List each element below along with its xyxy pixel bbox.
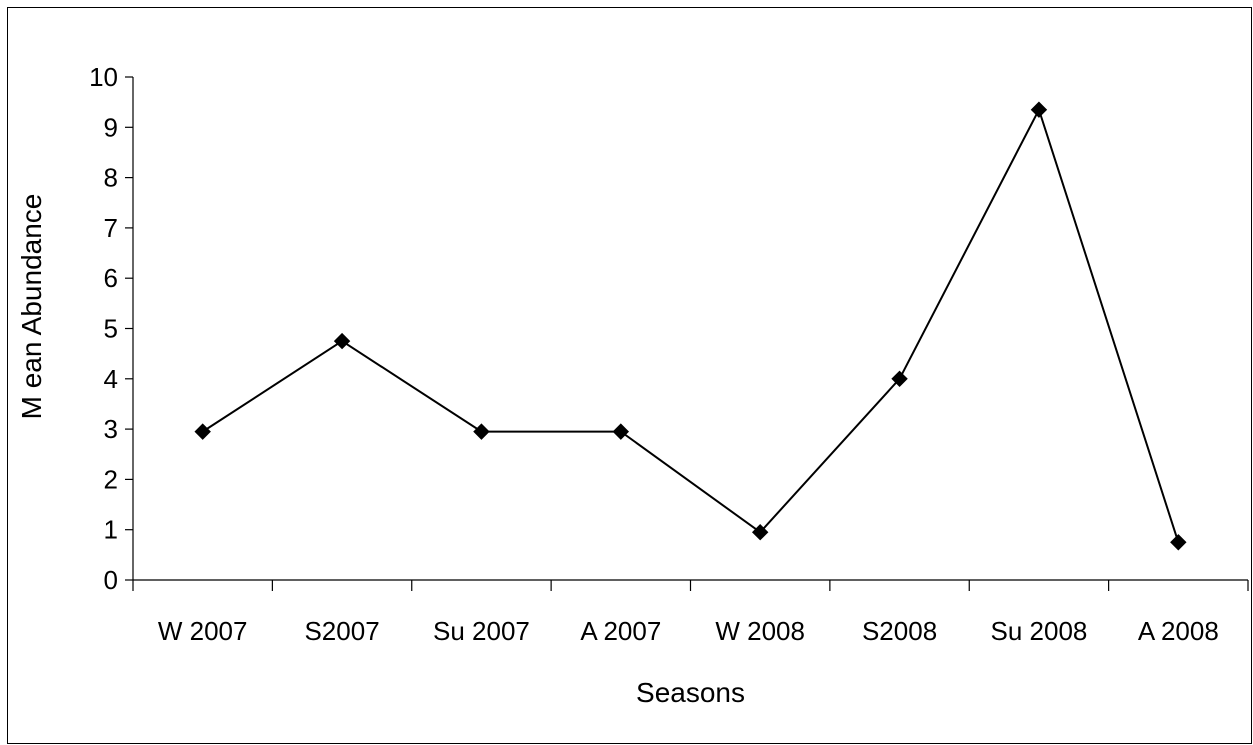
y-tick-label: 8 — [104, 163, 118, 193]
y-tick-label: 5 — [104, 314, 118, 344]
y-tick-label: 10 — [89, 62, 118, 92]
y-tick-label: 1 — [104, 515, 118, 545]
x-axis-title: Seasons — [636, 677, 745, 708]
x-tick-label: A 2008 — [1138, 616, 1219, 646]
x-tick-label: Su 2007 — [433, 616, 530, 646]
x-tick-label: A 2007 — [580, 616, 661, 646]
y-tick-label: 0 — [104, 565, 118, 595]
data-point-marker — [751, 524, 769, 541]
data-point-marker — [891, 370, 908, 388]
series-line — [202, 107, 1180, 543]
x-tick-label: W 2007 — [158, 616, 248, 646]
y-axis-title: M ean Abundance — [16, 194, 47, 420]
y-tick-label: 9 — [104, 112, 118, 142]
data-point-marker — [473, 423, 490, 440]
x-tick-label: W 2008 — [715, 616, 805, 646]
x-tick-label: Su 2008 — [991, 616, 1088, 646]
x-tick-label: S2007 — [304, 616, 379, 646]
data-point-marker — [1030, 101, 1048, 118]
y-tick-label: 7 — [104, 213, 118, 243]
x-tick-label: S2008 — [862, 616, 937, 646]
y-tick-label: 3 — [104, 414, 118, 444]
data-point-marker — [333, 332, 351, 350]
x-axis-ticks: W 2007 S2007 Su 2007 A 2007 W 2008 S2008 Su 20… — [132, 580, 1249, 646]
series-group — [194, 101, 1187, 551]
y-tick-label: 4 — [104, 364, 118, 394]
data-point-marker — [612, 423, 630, 440]
y-tick-label: 2 — [104, 464, 118, 494]
y-axis-ticks: 0 1 2 3 4 5 6 7 8 9 10 — [89, 62, 133, 595]
data-point-marker — [1170, 534, 1187, 551]
y-tick-label: 6 — [104, 263, 118, 293]
data-point-marker — [194, 423, 211, 440]
